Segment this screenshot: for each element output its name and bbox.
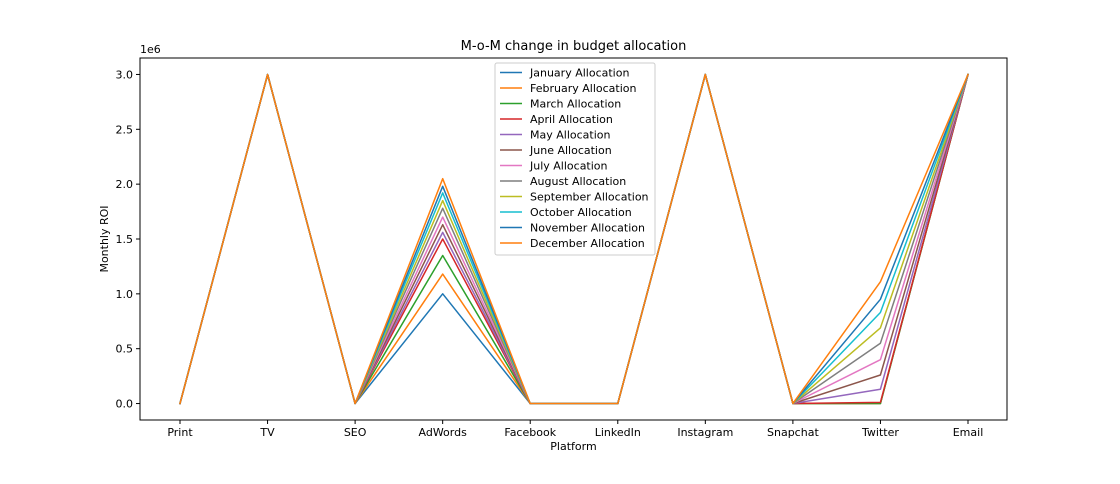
- x-ticks: Print TV SEO AdWords Facebook LinkedIn Instagr…: [167, 420, 983, 439]
- legend: January Allocation February Allocation Mar…: [494, 62, 656, 256]
- y-axis-multiplier: 1e6: [140, 43, 161, 56]
- y-tick-label: 2.5: [116, 123, 134, 136]
- legend-label: April Allocation: [530, 113, 613, 126]
- y-tick-label: 1.0: [116, 288, 134, 301]
- x-tick-label: Facebook: [504, 426, 556, 439]
- y-tick-label: 2.0: [116, 178, 134, 191]
- x-axis-label: Platform: [550, 440, 596, 453]
- y-tick-label: 0.5: [116, 343, 134, 356]
- legend-label: October Allocation: [530, 206, 632, 219]
- x-tick-label: Print: [167, 426, 193, 439]
- y-tick-label: 0.0: [116, 398, 134, 411]
- legend-label: September Allocation: [530, 191, 649, 204]
- legend-label: February Allocation: [530, 82, 636, 95]
- legend-label: March Allocation: [530, 98, 621, 111]
- y-tick-label: 3.0: [116, 68, 134, 81]
- legend-box: [494, 62, 656, 256]
- x-tick-label: TV: [259, 426, 275, 439]
- x-tick-label: Email: [953, 426, 984, 439]
- series-layer: [179, 73, 969, 405]
- x-tick-label: LinkedIn: [595, 426, 641, 439]
- x-tick-label: Twitter: [861, 426, 899, 439]
- legend-label: July Allocation: [529, 160, 608, 173]
- chart-title: M-o-M change in budget allocation: [461, 39, 687, 54]
- x-tick-label: SEO: [344, 426, 367, 439]
- legend-label: August Allocation: [530, 175, 626, 188]
- series-line-12: [179, 73, 969, 405]
- y-ticks: 0.0 0.5 1.0 1.5 2.0 2.5 3.0: [116, 68, 140, 411]
- x-tick-label: AdWords: [419, 426, 468, 439]
- y-axis-label: Monthly ROI: [98, 205, 111, 272]
- x-tick-label: Instagram: [677, 426, 733, 439]
- y-tick-label: 1.5: [116, 233, 134, 246]
- legend-label: June Allocation: [529, 144, 612, 157]
- legend-label: November Allocation: [530, 222, 645, 235]
- legend-label: January Allocation: [529, 67, 629, 80]
- legend-label: May Allocation: [530, 129, 610, 142]
- legend-label: December Allocation: [530, 237, 645, 250]
- x-tick-label: Snapchat: [767, 426, 819, 439]
